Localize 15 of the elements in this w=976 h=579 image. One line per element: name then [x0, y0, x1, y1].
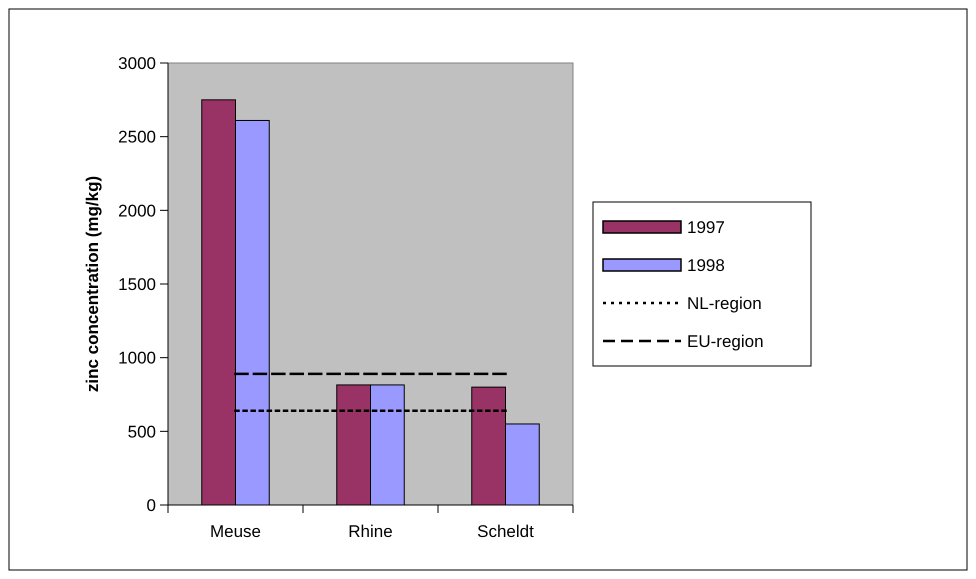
- y-tick-label: 2500: [118, 128, 156, 147]
- x-tick-label: Meuse: [210, 522, 262, 541]
- y-tick-label: 500: [128, 422, 156, 442]
- x-tick-label: Scheldt: [477, 522, 534, 541]
- y-tick-label: 1500: [118, 274, 156, 294]
- y-tick-label: 1000: [118, 348, 156, 368]
- legend-label: 1998: [687, 256, 725, 275]
- y-axis-title: zinc concentration (mg/kg): [83, 176, 102, 392]
- y-tick-label: 0: [146, 496, 156, 515]
- legend-label: EU-region: [687, 332, 764, 351]
- legend-label: NL-region: [687, 294, 762, 313]
- y-tick-label: 3000: [118, 54, 156, 73]
- y-tick-label: 2000: [118, 201, 156, 220]
- x-tick-label: Rhine: [348, 522, 393, 541]
- legend-label: 1997: [687, 218, 725, 237]
